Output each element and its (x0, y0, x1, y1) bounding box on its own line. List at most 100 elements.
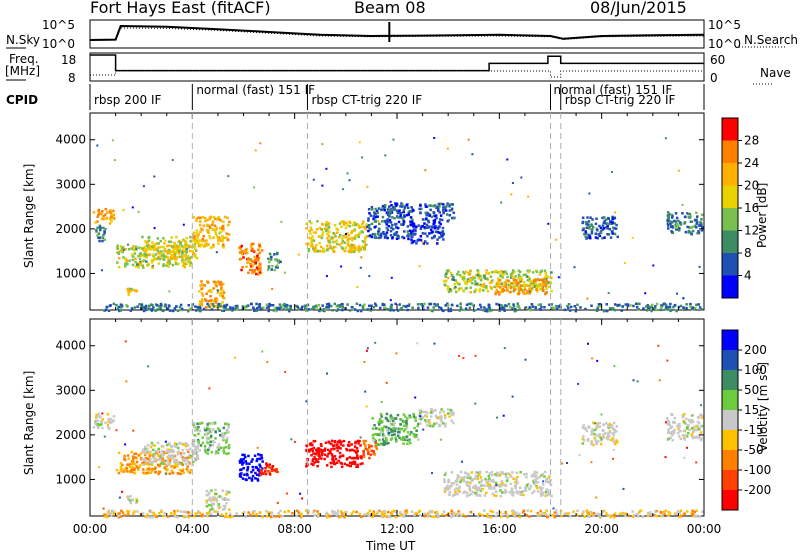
heatmap-cell (103, 435, 106, 438)
heatmap-cell (477, 271, 480, 274)
heatmap-cell (271, 287, 274, 290)
heatmap-cell (697, 231, 701, 235)
heatmap-cell (336, 449, 339, 452)
heatmap-cell (150, 463, 154, 466)
heatmap-cell (553, 515, 556, 519)
heatmap-cell (595, 441, 598, 444)
heatmap-cell (415, 433, 418, 437)
heatmap-cell (170, 257, 173, 261)
heatmap-cell (265, 462, 268, 465)
heatmap-cell (388, 515, 392, 519)
heatmap-cell (209, 236, 212, 240)
heatmap-cell (629, 304, 632, 307)
heatmap-cell (255, 512, 258, 516)
heatmap-cell (185, 250, 188, 254)
heatmap-cell (438, 205, 441, 208)
heatmap-cell (372, 510, 375, 513)
heatmap-cell (386, 211, 390, 215)
heatmap-cell (145, 462, 148, 466)
heatmap-cell (147, 444, 150, 447)
heatmap-cell (257, 474, 261, 477)
heatmap-cell (198, 306, 201, 309)
heatmap-cell (214, 232, 217, 235)
heatmap-cell (325, 464, 329, 467)
heatmap-cell (210, 434, 213, 438)
heatmap-cell (472, 485, 475, 489)
heatmap-cell (678, 425, 681, 428)
heatmap-cell (193, 247, 197, 250)
heatmap-cell (209, 444, 212, 447)
heatmap-cell (154, 253, 158, 256)
heatmap-cell (166, 450, 170, 453)
heatmap-cell (205, 514, 209, 517)
heatmap-cell (312, 307, 315, 310)
heatmap-cell (206, 437, 209, 440)
heatmap-cell (253, 454, 257, 457)
heatmap-cell (506, 286, 509, 290)
heatmap-cell (260, 457, 264, 460)
heatmap-cell (270, 255, 273, 259)
heatmap-cell (298, 513, 301, 516)
heatmap-cell (219, 434, 222, 437)
heatmap-cell (307, 248, 311, 251)
heatmap-cell (129, 494, 132, 498)
heatmap-cell (609, 307, 612, 310)
heatmap-cell (102, 218, 105, 221)
heatmap-cell (229, 306, 232, 309)
heatmap-cell (489, 515, 493, 519)
heatmap-cell (389, 211, 392, 214)
heatmap-cell (632, 379, 635, 382)
heatmap-cell (654, 305, 657, 308)
heatmap-cell (471, 282, 474, 285)
heatmap-cell (153, 454, 157, 457)
heatmap-cell (200, 239, 204, 243)
heatmap-cell (494, 269, 498, 273)
heatmap-cell (343, 235, 346, 239)
heatmap-cell (667, 437, 670, 441)
heatmap-cell (674, 219, 677, 223)
heatmap-cell (191, 463, 194, 467)
heatmap-cell (687, 423, 690, 427)
heatmap-cell (217, 446, 220, 449)
heatmap-cell (204, 219, 207, 223)
heatmap-cell (535, 481, 539, 484)
heatmap-cell (299, 492, 302, 495)
heatmap-cell (587, 233, 590, 237)
heatmap-cell (121, 250, 124, 254)
heatmap-cell (537, 285, 540, 288)
heatmap-cell (430, 309, 433, 312)
heatmap-cell (552, 306, 555, 309)
heatmap-cell (182, 471, 185, 475)
heatmap-cell (256, 255, 259, 258)
heatmap-cell (407, 439, 410, 443)
heatmap-cell (594, 428, 597, 432)
heatmap-cell (581, 442, 585, 445)
heatmap-cell (611, 436, 614, 440)
heatmap-cell (421, 305, 424, 308)
heatmap-cell (217, 216, 220, 219)
heatmap-cell (531, 284, 535, 287)
heatmap-cell (685, 303, 688, 306)
heatmap-cell (360, 256, 363, 259)
heatmap-cell (125, 259, 129, 262)
heatmap-cell (695, 303, 698, 306)
heatmap-cell (151, 264, 154, 268)
heatmap-cell (346, 457, 349, 460)
heatmap-cell (424, 169, 427, 172)
heatmap-cell (332, 240, 335, 244)
heatmap-cell (339, 461, 343, 465)
heatmap-cell (96, 423, 100, 426)
heatmap-cell (526, 509, 529, 512)
heatmap-cell (568, 309, 572, 312)
heatmap-cell (229, 307, 233, 311)
heatmap-cell (700, 414, 704, 417)
heatmap-cell (631, 510, 634, 513)
heatmap-cell (411, 235, 414, 238)
heatmap-cell (475, 491, 478, 495)
cpid-label: CPID (6, 93, 39, 107)
heatmap-cell (481, 488, 484, 491)
heatmap-cell (598, 435, 601, 438)
heatmap-cell (638, 511, 641, 514)
heatmap-cell (205, 428, 209, 432)
heatmap-cell (679, 223, 683, 226)
